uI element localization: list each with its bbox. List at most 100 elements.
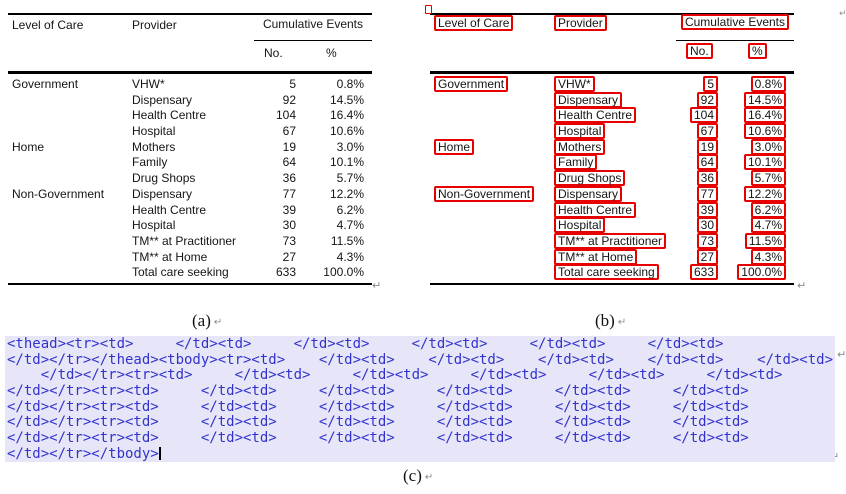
html-code-text: <thead><tr><td> </td><td> </td><td> </td…: [7, 336, 834, 462]
cell-provider: Family: [554, 154, 684, 172]
cell-pct: 10.1%: [329, 155, 364, 170]
cell-no: 104: [275, 108, 296, 123]
cell-pct: 14.5%: [718, 91, 786, 110]
detection-box: 30: [696, 217, 718, 234]
table-row: Family 64 10.1%: [430, 154, 794, 172]
detection-box: No.: [686, 43, 713, 59]
detection-box: 3.0%: [750, 138, 786, 155]
table-top-rule: [430, 13, 794, 15]
cell-pct: 100.0%: [323, 265, 364, 280]
column-subheader-no: No.: [264, 46, 283, 60]
table-header-rule: [430, 71, 794, 74]
table-body: Government VHW* 5 0.8% Dispensary 92 14.5% Heal…: [8, 77, 372, 281]
detection-box: Level of Care: [434, 15, 514, 31]
cell-care: [12, 108, 132, 124]
cell-pct: 11.5%: [718, 232, 786, 251]
detection-box: %: [748, 43, 767, 59]
cell-provider: Hospital: [132, 218, 176, 233]
column-header-provider: Provider: [132, 18, 177, 32]
return-mark: ↵: [372, 279, 382, 292]
cell-provider: Dispensary: [554, 185, 684, 204]
cell-care: [12, 265, 132, 281]
cell-no: 39: [684, 201, 718, 220]
detection-box: Family: [554, 154, 598, 171]
detection-box: 4.3%: [750, 248, 786, 265]
cell-care: Government: [434, 76, 554, 94]
cell-no: 77: [282, 186, 296, 201]
detection-box: 633: [689, 264, 718, 281]
cell-no: 67: [684, 123, 718, 141]
cell-no: 73: [684, 232, 718, 251]
cell-care: [434, 218, 554, 235]
detection-box: Total care seeking: [554, 264, 659, 281]
table-row: Hospital 30 4.7%: [430, 217, 794, 235]
cell-pct: 100.0%: [718, 264, 786, 282]
cell-pct: 6.2%: [718, 201, 786, 220]
cell-no: 30: [684, 217, 718, 235]
cell-provider: Family: [132, 155, 168, 170]
return-mark: ↵: [617, 317, 627, 328]
table-row: Home Mothers 19 3.0%: [8, 140, 372, 156]
cell-no: 39: [282, 202, 296, 217]
cell-no: 67: [282, 124, 296, 139]
cell-no: 36: [282, 171, 296, 186]
table-row: TM** at Home 27 4.3%: [8, 250, 372, 266]
detection-box: 73: [696, 232, 718, 249]
cell-care: [12, 155, 132, 171]
cell-pct: 16.4%: [718, 107, 786, 125]
cell-no: 64: [684, 154, 718, 172]
cell-provider: Dispensary: [132, 186, 193, 201]
detection-box: Health Centre: [554, 201, 637, 218]
cell-pct: 4.7%: [336, 218, 364, 233]
column-header-provider: Provider: [554, 15, 607, 34]
cell-provider: Drug Shops: [554, 170, 684, 188]
cell-pct: 0.8%: [336, 77, 364, 91]
cell-provider: Health Centre: [132, 108, 207, 123]
cell-care: [434, 250, 554, 267]
table-row: Family 64 10.1%: [8, 155, 372, 171]
cell-pct: 4.7%: [718, 217, 786, 235]
detection-box: Mothers: [554, 138, 606, 155]
cell-no: 64: [282, 155, 296, 170]
column-header-level-of-care: Level of Care: [12, 18, 84, 32]
detection-box: 4.7%: [750, 217, 786, 234]
detection-box: 19: [696, 138, 718, 155]
cell-care: [12, 124, 132, 140]
return-mark: ↵: [213, 317, 223, 328]
detection-box: 92: [696, 91, 718, 108]
cell-pct: 4.3%: [718, 248, 786, 267]
cell-pct: 6.2%: [336, 202, 364, 217]
detection-box: 64: [696, 154, 718, 171]
detection-box: Government: [434, 76, 509, 92]
cell-provider: Dispensary: [554, 91, 684, 110]
table-figure-detections: Level of Care Provider Cumulative Events…: [430, 4, 794, 304]
cell-provider: Hospital: [132, 124, 176, 139]
cell-no: 5: [289, 77, 296, 91]
cell-care: [12, 203, 132, 219]
detection-box: VHW*: [554, 76, 595, 92]
cell-pct: 10.6%: [329, 124, 364, 139]
table-row: Dispensary 92 14.5%: [430, 91, 794, 110]
table-row: Health Centre 104 16.4%: [8, 108, 372, 124]
cell-no: 19: [684, 138, 718, 157]
cell-no: 633: [275, 265, 296, 280]
table-row: Hospital 67 10.6%: [430, 123, 794, 141]
detection-box: 77: [696, 185, 718, 202]
cell-provider: Total care seeking: [132, 265, 229, 280]
cell-care: [12, 171, 132, 187]
table-row: Government VHW* 5 0.8%: [430, 76, 794, 94]
red-corner-mark: [425, 5, 432, 14]
table-row: TM** at Practitioner 73 11.5%: [8, 234, 372, 250]
cell-provider: TM** at Home: [554, 248, 684, 267]
detection-box: 100.0%: [737, 264, 786, 281]
cell-provider: TM** at Home: [132, 249, 208, 264]
table-row: Drug Shops 36 5.7%: [8, 171, 372, 187]
cell-care: [434, 93, 554, 110]
cell-pct: 3.0%: [718, 138, 786, 157]
column-subheader-no: No.: [686, 43, 713, 62]
cell-provider: VHW*: [554, 76, 684, 94]
html-code-block[interactable]: <thead><tr><td> </td><td> </td><td> </td…: [5, 336, 835, 462]
cell-provider: Health Centre: [554, 201, 684, 220]
table-row: Total care seeking 633 100.0%: [430, 264, 794, 282]
caption-a: (a) ↵: [192, 311, 223, 330]
